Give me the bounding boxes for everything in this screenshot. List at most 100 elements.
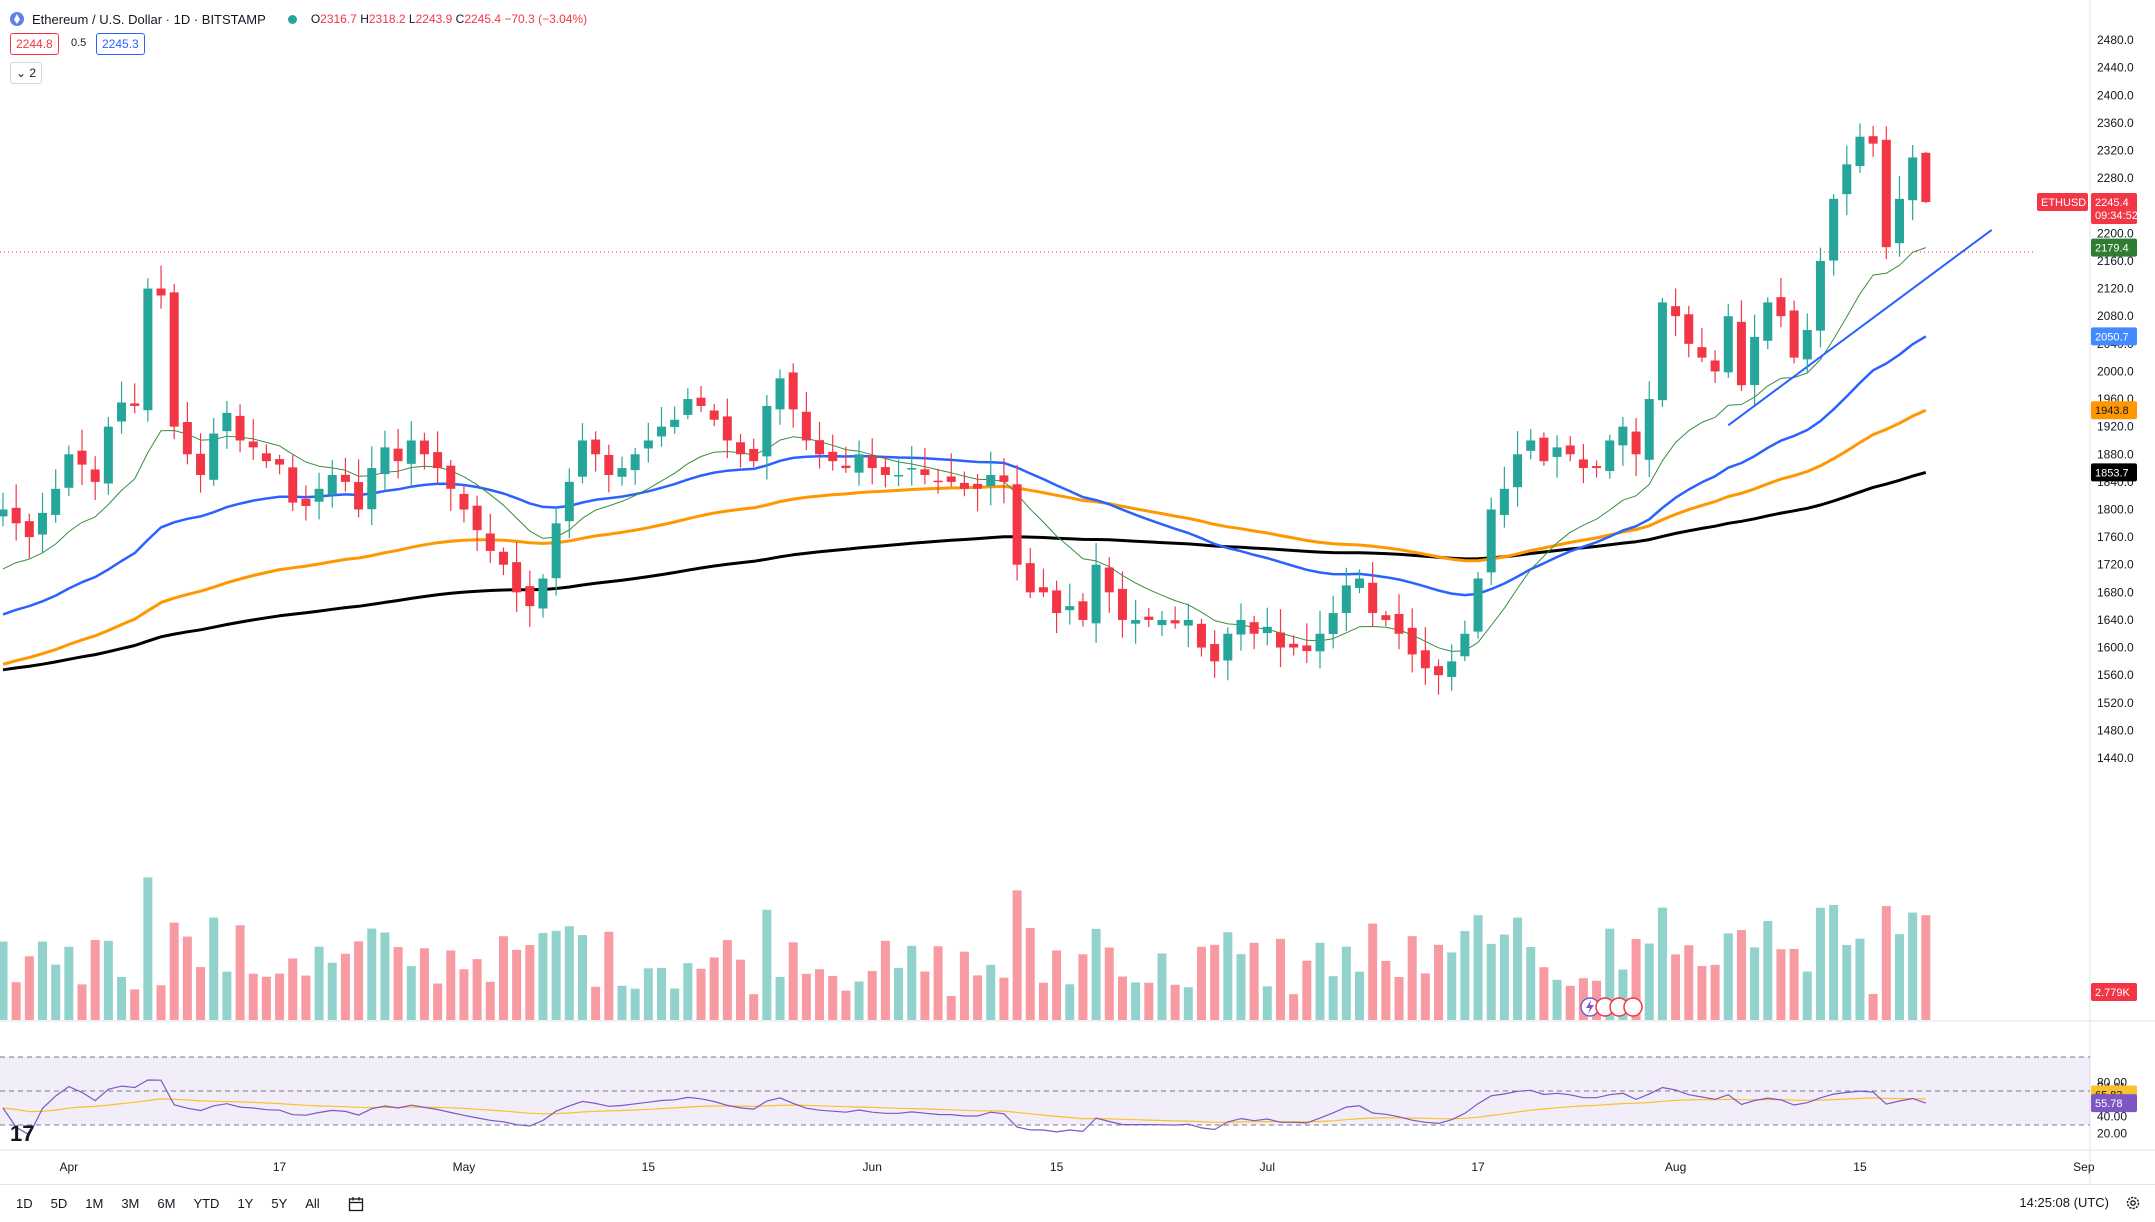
ask-price-box[interactable]: 2245.3 — [96, 33, 145, 55]
candle[interactable] — [1302, 623, 1312, 664]
candle[interactable] — [1565, 436, 1575, 462]
candle[interactable] — [1117, 571, 1127, 638]
candle[interactable] — [1605, 434, 1615, 479]
candle[interactable] — [657, 407, 666, 447]
candle[interactable] — [564, 468, 574, 538]
candle[interactable] — [90, 456, 100, 501]
candle[interactable] — [1249, 615, 1259, 650]
candle[interactable] — [1815, 247, 1825, 348]
candle[interactable] — [459, 485, 469, 523]
candle[interactable] — [1723, 303, 1733, 379]
candle[interactable] — [38, 492, 48, 553]
candle[interactable] — [354, 459, 364, 518]
candle[interactable] — [683, 388, 693, 420]
candle[interactable] — [1223, 627, 1233, 681]
candle[interactable] — [196, 433, 206, 493]
candle[interactable] — [1763, 297, 1773, 350]
candle[interactable] — [1157, 611, 1167, 636]
candle[interactable] — [367, 446, 377, 526]
timeframe-6m-button[interactable]: 6M — [157, 1196, 176, 1211]
us-flag-icon-3[interactable] — [1623, 997, 1643, 1017]
candle[interactable] — [1170, 606, 1180, 629]
candle[interactable] — [1091, 543, 1101, 643]
candle[interactable] — [696, 386, 706, 412]
candle[interactable] — [1183, 603, 1193, 648]
candle[interactable] — [525, 570, 535, 627]
candle[interactable] — [103, 417, 113, 495]
candle[interactable] — [815, 421, 825, 469]
candle[interactable] — [1842, 145, 1852, 216]
candle[interactable] — [1684, 305, 1694, 358]
candle[interactable] — [393, 428, 403, 479]
candle[interactable] — [1236, 603, 1246, 651]
candle[interactable] — [1513, 431, 1523, 507]
candle[interactable] — [749, 438, 759, 468]
candle[interactable] — [775, 369, 785, 425]
candle[interactable] — [1407, 608, 1417, 673]
candle[interactable] — [1078, 593, 1088, 627]
symbol-title[interactable]: Ethereum / U.S. Dollar · 1D · BITSTAMP — [32, 11, 266, 27]
candle[interactable] — [1196, 618, 1206, 657]
timeframe-1y-button[interactable]: 1Y — [237, 1196, 254, 1211]
candle[interactable] — [591, 431, 601, 472]
candle[interactable] — [1486, 497, 1496, 586]
candle[interactable] — [64, 445, 74, 496]
candle[interactable] — [472, 495, 482, 551]
candle[interactable] — [156, 265, 166, 309]
candle[interactable] — [51, 469, 61, 523]
candle[interactable] — [907, 445, 917, 486]
candle[interactable] — [1499, 466, 1509, 528]
candle[interactable] — [512, 542, 522, 612]
candle[interactable] — [130, 383, 140, 414]
timeframe-all-button[interactable]: All — [305, 1196, 320, 1211]
candle[interactable] — [485, 513, 495, 563]
candle[interactable] — [1144, 608, 1154, 628]
candle[interactable] — [1104, 557, 1114, 614]
candle[interactable] — [1631, 418, 1641, 477]
candle[interactable] — [0, 492, 8, 527]
calendar-icon[interactable] — [348, 1196, 364, 1212]
candle[interactable] — [1394, 594, 1404, 650]
candle[interactable] — [1644, 381, 1654, 478]
candle[interactable] — [209, 418, 219, 486]
candle[interactable] — [77, 429, 87, 486]
candle[interactable] — [1065, 583, 1075, 625]
candle[interactable] — [1710, 350, 1720, 383]
candle[interactable] — [1447, 644, 1457, 691]
candle[interactable] — [446, 459, 456, 511]
candle[interactable] — [1618, 417, 1628, 466]
candle[interactable] — [1526, 428, 1536, 460]
candle[interactable] — [169, 283, 179, 440]
candle[interactable] — [1328, 595, 1338, 649]
candle[interactable] — [670, 406, 680, 434]
candle[interactable] — [1434, 659, 1444, 695]
candle[interactable] — [380, 430, 390, 491]
candle[interactable] — [24, 513, 34, 559]
candle[interactable] — [1038, 568, 1048, 597]
timeframe-1m-button[interactable]: 1M — [85, 1196, 104, 1211]
candle[interactable] — [288, 455, 298, 511]
candle[interactable] — [788, 363, 798, 428]
candle[interactable] — [1539, 432, 1549, 466]
candle[interactable] — [1578, 443, 1588, 484]
candle[interactable] — [1460, 620, 1470, 662]
candle[interactable] — [736, 433, 746, 468]
candle[interactable] — [1789, 300, 1799, 364]
candle[interactable] — [235, 404, 245, 453]
candle[interactable] — [722, 398, 732, 459]
candle[interactable] — [1131, 599, 1141, 644]
candle[interactable] — [1341, 567, 1351, 632]
candle[interactable] — [1025, 548, 1035, 599]
candle[interactable] — [801, 391, 811, 451]
candle[interactable] — [1275, 609, 1285, 668]
candle[interactable] — [1894, 176, 1904, 257]
candle[interactable] — [406, 420, 416, 488]
candle[interactable] — [933, 468, 943, 494]
candle[interactable] — [1052, 580, 1062, 634]
timeframe-5y-button[interactable]: 5Y — [271, 1196, 288, 1211]
candle[interactable] — [1355, 569, 1365, 594]
candle[interactable] — [880, 456, 890, 488]
bid-price-box[interactable]: 2244.8 — [10, 33, 59, 55]
candle[interactable] — [1868, 125, 1878, 157]
